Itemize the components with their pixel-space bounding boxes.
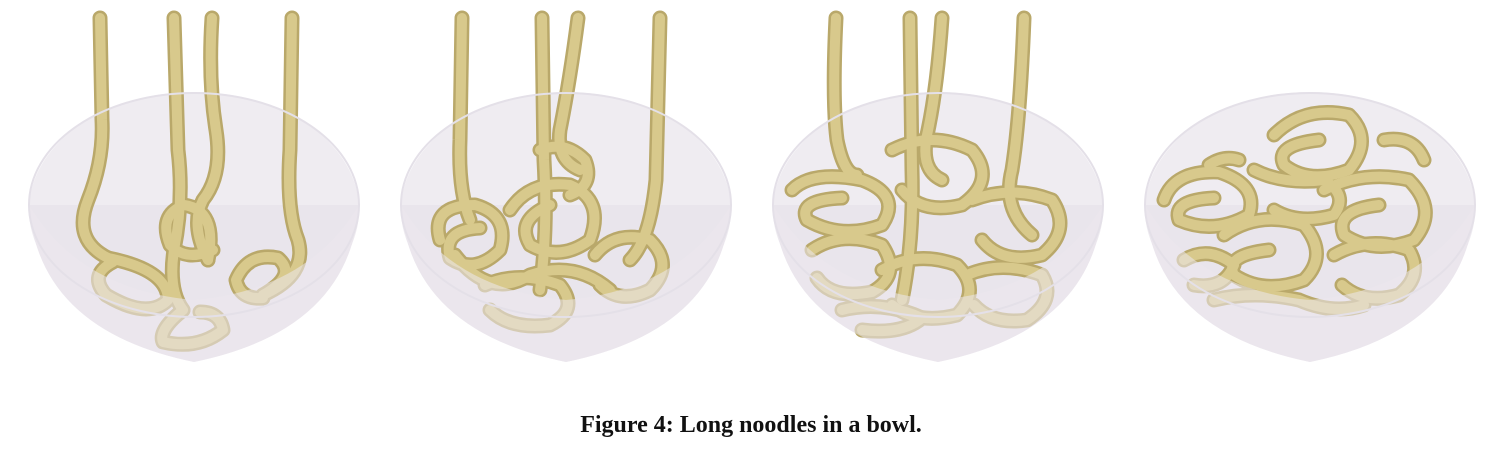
bowl-render-2 bbox=[400, 10, 732, 362]
noodle-panel-1 bbox=[8, 0, 380, 390]
bowl-render-1 bbox=[28, 10, 360, 362]
noodles bbox=[430, 10, 670, 334]
bowl-front bbox=[772, 92, 1104, 362]
noodle-panel-3 bbox=[752, 0, 1124, 390]
noodle-panel-4 bbox=[1124, 0, 1496, 390]
figure-caption: Figure 4: Long noodles in a bowl. bbox=[580, 412, 922, 438]
bowl-render-4 bbox=[1144, 92, 1476, 362]
bowl-front bbox=[400, 92, 732, 362]
bowl-render-3 bbox=[772, 10, 1104, 362]
figure-panels bbox=[8, 0, 1496, 390]
bowl-front bbox=[1144, 92, 1476, 362]
noodle-panel-2 bbox=[380, 0, 752, 390]
bowl-front bbox=[28, 92, 360, 362]
